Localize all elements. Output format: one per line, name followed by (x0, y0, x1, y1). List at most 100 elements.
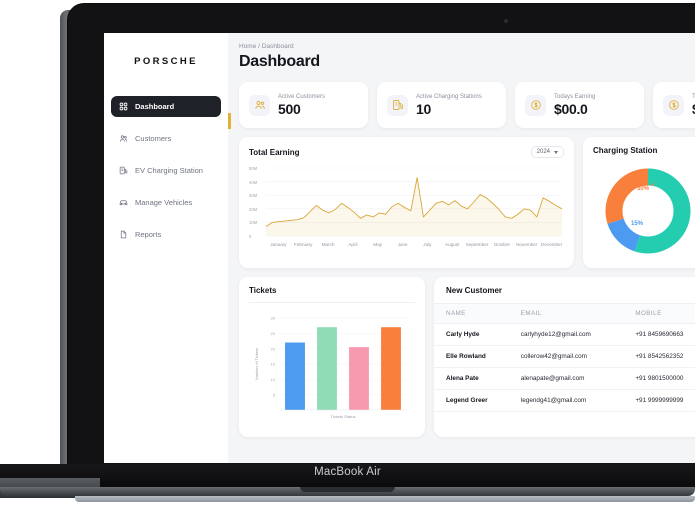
y-axis-label: Number of Tickets (254, 348, 259, 380)
area-line (265, 177, 563, 227)
grid-icon (119, 102, 128, 111)
charging-station-icon (119, 166, 128, 175)
cell-email: alenapate@gmail.com (516, 367, 632, 390)
table-row[interactable]: Alena Pate alenapate@gmail.com +91 98015… (434, 367, 695, 390)
area-chart-svg (265, 167, 563, 237)
main-content: Home / Dashboard Dashboard Active Custom… (228, 33, 695, 463)
coin-icon (663, 94, 684, 116)
new-customer-card: New Customer NAME EMAIL MOBILE (434, 277, 695, 437)
breadcrumb: Home / Dashboard (239, 43, 294, 50)
divider (249, 302, 415, 303)
document-icon (119, 230, 128, 239)
bar-chart-svg: 5 10 15 20 25 30 Tickets Status Number of Ticke… (254, 316, 407, 419)
cell-email: collerow42@gmail.com (516, 345, 632, 368)
stat-label: Active Customers (278, 93, 326, 100)
table-row[interactable]: Legend Greer legendg41@gmail.com +91 999… (434, 389, 695, 412)
stat-card-todays-earning[interactable]: Todays Earning $00.0 (515, 82, 644, 128)
sidebar-item-customers[interactable]: Customers (111, 128, 221, 149)
sidebar-item-dashboard[interactable]: Dashboard (111, 96, 221, 117)
users-icon (249, 94, 270, 116)
cell-mobile: +91 8459690663 (631, 323, 695, 346)
stat-value: 500 (278, 100, 301, 117)
bar[interactable] (285, 342, 305, 410)
y-tick: 20M (249, 206, 258, 212)
x-tick: October (493, 242, 511, 247)
cell-name: Elle Rowland (434, 345, 517, 368)
sidebar-item-label: EV Charging Station (135, 166, 203, 175)
cell-mobile: +91 9801500000 (631, 367, 695, 390)
new-customer-table: NAME EMAIL MOBILE Carly Hyde carlyhyde12… (434, 303, 695, 412)
total-earning-card: Total Earning 2024 January February (239, 137, 574, 268)
donut-label-blue: 15% (631, 221, 644, 227)
x-tick: September (465, 242, 489, 247)
y-tick: 10 (271, 377, 276, 382)
x-axis-labels: January February March April May June Ju… (266, 242, 564, 247)
card-title: New Customer (446, 286, 503, 295)
sidebar-item-label: Reports (135, 230, 162, 239)
tickets-card: Tickets 5 10 15 20 25 30 Tickets Status Number … (239, 277, 425, 437)
bar[interactable] (381, 327, 401, 410)
table-row[interactable]: Carly Hyde carlyhyde12@gmail.com +91 845… (434, 323, 695, 346)
stat-value: $350 (692, 101, 695, 117)
donut-chart-svg (605, 168, 690, 254)
cell-mobile: +91 9999999999 (631, 389, 695, 412)
cell-email: carlyhyde12@gmail.com (516, 323, 632, 346)
column-header-email: EMAIL (516, 303, 632, 324)
y-tick: 25 (271, 331, 276, 336)
table-header: NAME EMAIL MOBILE (434, 303, 695, 324)
column-header-name: NAME (434, 303, 517, 324)
card-title: Tickets (249, 286, 277, 295)
x-tick: November (516, 242, 538, 247)
dashboard-app: PORSCHE Dashboard (104, 33, 695, 463)
stat-card-total-earning[interactable]: Total Earning $350 (653, 82, 695, 128)
y-tick: 20 (271, 346, 276, 351)
stat-cards: Active Customers 500 (239, 82, 695, 128)
donut-segment (605, 168, 690, 254)
total-earning-chart: January February March April May June Ju… (249, 164, 564, 256)
stat-card-active-customers[interactable]: Active Customers 500 (239, 82, 368, 128)
stat-value: $00.0 (554, 100, 588, 117)
device-model-label: MacBook Air (314, 466, 381, 478)
card-header: Total Earning 2024 (249, 146, 564, 158)
screen: PORSCHE Dashboard (104, 33, 695, 463)
coin-icon (525, 94, 546, 116)
x-tick: July (423, 242, 432, 247)
webcam-icon (504, 19, 508, 23)
donut-label-teal: 55% (675, 206, 688, 212)
stat-label: Total Earning (692, 93, 695, 100)
sidebar-item-ev-charging-station[interactable]: EV Charging Station (111, 160, 221, 181)
card-title: Charging Station (593, 146, 658, 155)
sidebar-item-label: Customers (135, 134, 172, 143)
stat-label: Todays Earning (554, 93, 596, 100)
laptop-base (0, 464, 695, 488)
bar[interactable] (317, 327, 337, 410)
y-tick: 50M (249, 166, 258, 171)
x-tick: April (348, 242, 358, 247)
y-tick: 10M (249, 220, 258, 226)
donut-chart: 55% 30% 15% (593, 161, 695, 261)
y-tick: 15 (271, 362, 276, 367)
cell-name: Carly Hyde (434, 323, 517, 346)
bar[interactable] (349, 347, 369, 410)
y-tick: 0 (249, 234, 252, 239)
car-icon (119, 198, 128, 207)
brand-logo: PORSCHE (134, 55, 198, 67)
sidebar-item-manage-vehicles[interactable]: Manage Vehicles (111, 192, 221, 213)
x-tick: June (397, 242, 408, 247)
table-row[interactable]: Elle Rowland collerow42@gmail.com +91 85… (434, 345, 695, 368)
charts-row: Total Earning 2024 January February (239, 137, 695, 268)
x-tick: January (270, 242, 287, 247)
y-tick: 5 (273, 392, 276, 397)
y-tick: 40M (249, 179, 258, 185)
x-axis-label: Tickets Status (331, 414, 356, 419)
table-header-row: NAME EMAIL MOBILE (434, 303, 695, 324)
x-tick: May (373, 242, 383, 247)
stat-value: 10 (416, 100, 431, 117)
x-tick: March (321, 242, 335, 247)
stat-card-active-charging-stations[interactable]: Active Charging Stations 10 (377, 82, 506, 128)
column-header-mobile: MOBILE (631, 303, 695, 324)
users-icon (119, 134, 128, 143)
year-select[interactable]: 2024 (530, 146, 564, 158)
sidebar-item-reports[interactable]: Reports (111, 224, 221, 245)
